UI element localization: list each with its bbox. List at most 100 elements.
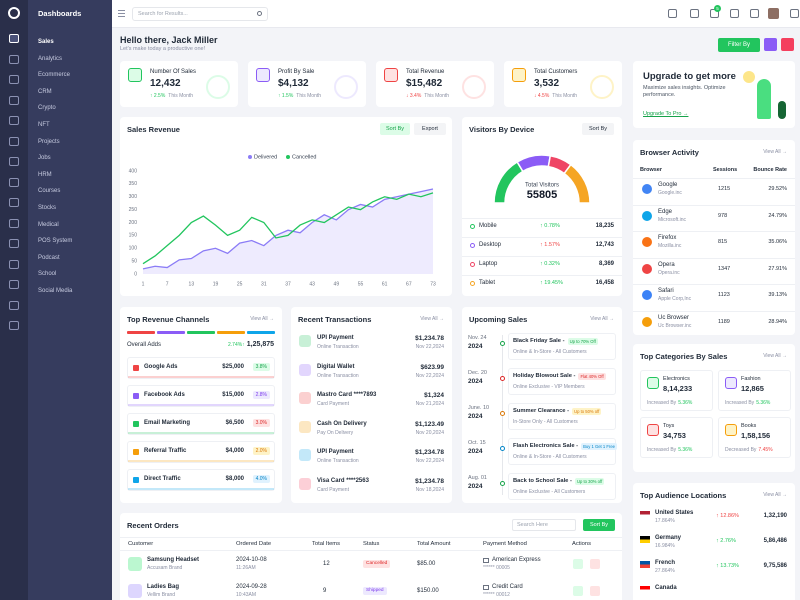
stat-value: $15,482 [406, 78, 443, 89]
menu-item[interactable]: CRM [38, 88, 52, 95]
sessions: 1189 [718, 318, 730, 325]
header-icon[interactable] [790, 9, 799, 18]
rail-icon[interactable] [9, 95, 19, 105]
view-all-link[interactable]: View All → [763, 492, 787, 498]
row-divider [633, 284, 795, 285]
export-button[interactable]: Export [414, 123, 446, 135]
menu-item[interactable]: Ecommerce [38, 72, 71, 79]
x-tick-label: 13 [189, 281, 195, 287]
transaction-icon [299, 335, 311, 347]
view-all-link[interactable]: View All → [250, 316, 274, 322]
legend-label: Delivered [254, 154, 277, 160]
header-icon[interactable] [750, 9, 759, 18]
sort-button[interactable]: Sort By [380, 123, 410, 135]
sale-box: Back to School Sale - Up to 30% off Online… [508, 473, 616, 500]
rail-icon[interactable] [9, 321, 19, 330]
view-all-link[interactable]: View All → [590, 316, 614, 322]
sort-button[interactable]: Sort By [582, 123, 614, 135]
delete-action[interactable] [590, 586, 600, 596]
upgrade-title: Upgrade to get more [643, 71, 736, 82]
stat-icon [512, 68, 526, 82]
order-items: 12 [323, 561, 330, 567]
menu-item[interactable]: Medical [38, 221, 59, 228]
header-icon[interactable] [730, 9, 739, 18]
rail-icon[interactable] [9, 54, 19, 64]
header-icon[interactable] [690, 9, 699, 18]
view-all-link[interactable]: View All → [763, 149, 787, 155]
country-value: 5,86,486 [763, 538, 787, 544]
device-name: Tablet [479, 280, 496, 286]
sale-offer: Up to 70% Off [567, 338, 598, 346]
menu-item[interactable]: Crypto [38, 105, 56, 112]
menu-item[interactable]: Podcast [38, 254, 60, 261]
menu-item[interactable]: HRM [38, 171, 52, 178]
sale-name: Flash Electronics Sale - [513, 443, 579, 450]
stat-change: ↓ 3.4% [406, 93, 422, 99]
stat-watermark [462, 75, 486, 99]
rail-icon[interactable] [9, 259, 19, 269]
sessions: 815 [718, 239, 728, 245]
menu-item[interactable]: School [38, 271, 57, 278]
country-name: United States [655, 510, 694, 516]
x-tick-label: 7 [166, 281, 169, 287]
header-icon[interactable] [668, 9, 677, 18]
view-action[interactable] [573, 559, 583, 569]
sessions: 1347 [718, 265, 731, 272]
sale-name: Holiday Blowout Sale - [513, 373, 576, 380]
menu-item[interactable]: Jobs [38, 155, 51, 162]
rail-icon[interactable] [9, 75, 19, 84]
menu-item[interactable]: Projects [38, 138, 60, 145]
menu-item[interactable]: Sales [38, 39, 54, 45]
browser-name: Uc Browser [658, 314, 690, 321]
search-box[interactable]: Search for Results... [132, 7, 268, 21]
welcome-subtitle: Let's make today a productive one! [120, 46, 206, 52]
rail-icon[interactable] [9, 116, 19, 125]
view-all-link[interactable]: View All → [763, 353, 787, 359]
menu-item[interactable]: Social Media [38, 288, 73, 294]
channel-accent [128, 404, 274, 406]
stat-card: Total Customers 3,532 ↓ 4.5% This Month [504, 61, 622, 107]
bounce-rate: 27.91% [768, 265, 787, 272]
sale-audience: In-Store Only - All Customers [513, 419, 578, 425]
sale-month: June. 10 [468, 405, 490, 411]
menu-item[interactable]: Courses [38, 188, 61, 195]
view-action[interactable] [573, 586, 583, 596]
menu-item[interactable]: Stocks [38, 205, 57, 211]
rail-icon[interactable] [9, 136, 19, 146]
filter-button[interactable]: Filter By [718, 38, 760, 52]
rail-icon[interactable] [9, 198, 19, 207]
transaction-amount: $1,234.78 [415, 335, 444, 342]
avatar[interactable] [768, 8, 779, 19]
sort-button[interactable]: Sort By [583, 519, 615, 531]
transaction-icon [299, 477, 311, 490]
transaction-date: Nov 22,2024 [415, 458, 444, 464]
rail-icon[interactable] [9, 300, 19, 310]
menu-item[interactable]: NFT [38, 122, 50, 128]
rail-icon[interactable] [9, 157, 19, 166]
browser-icon [642, 237, 652, 247]
transaction-name: UPI Payment [317, 335, 354, 341]
channel-amount: $8,000 [225, 476, 244, 482]
action-button[interactable] [781, 38, 794, 51]
view-all-link[interactable]: View All → [420, 316, 444, 322]
timeline-dot [500, 411, 505, 416]
x-tick-label: 67 [406, 281, 412, 287]
delete-action[interactable] [590, 559, 600, 569]
rail-icon[interactable] [9, 177, 19, 187]
orders-search[interactable]: Search Here [512, 519, 576, 531]
rail-icon[interactable] [9, 218, 19, 228]
flag [640, 586, 650, 593]
action-button[interactable] [764, 38, 777, 51]
payment-card: ****** 00005 [483, 565, 510, 571]
upgrade-link[interactable]: Upgrade To Pro → [643, 111, 689, 117]
rail-icon[interactable] [9, 239, 19, 248]
timeline-dot [500, 481, 505, 486]
rail-icon[interactable] [9, 34, 19, 43]
rail-icon[interactable] [9, 280, 19, 289]
menu-item[interactable]: POS System [38, 238, 73, 245]
browser-company: Microsoft.inc [658, 216, 687, 223]
x-tick-label: 73 [430, 281, 436, 287]
menu-item[interactable]: Analytics [38, 55, 63, 62]
stat-label: Number Of Sales [150, 69, 197, 75]
product-name: Samsung Headset [147, 557, 200, 563]
